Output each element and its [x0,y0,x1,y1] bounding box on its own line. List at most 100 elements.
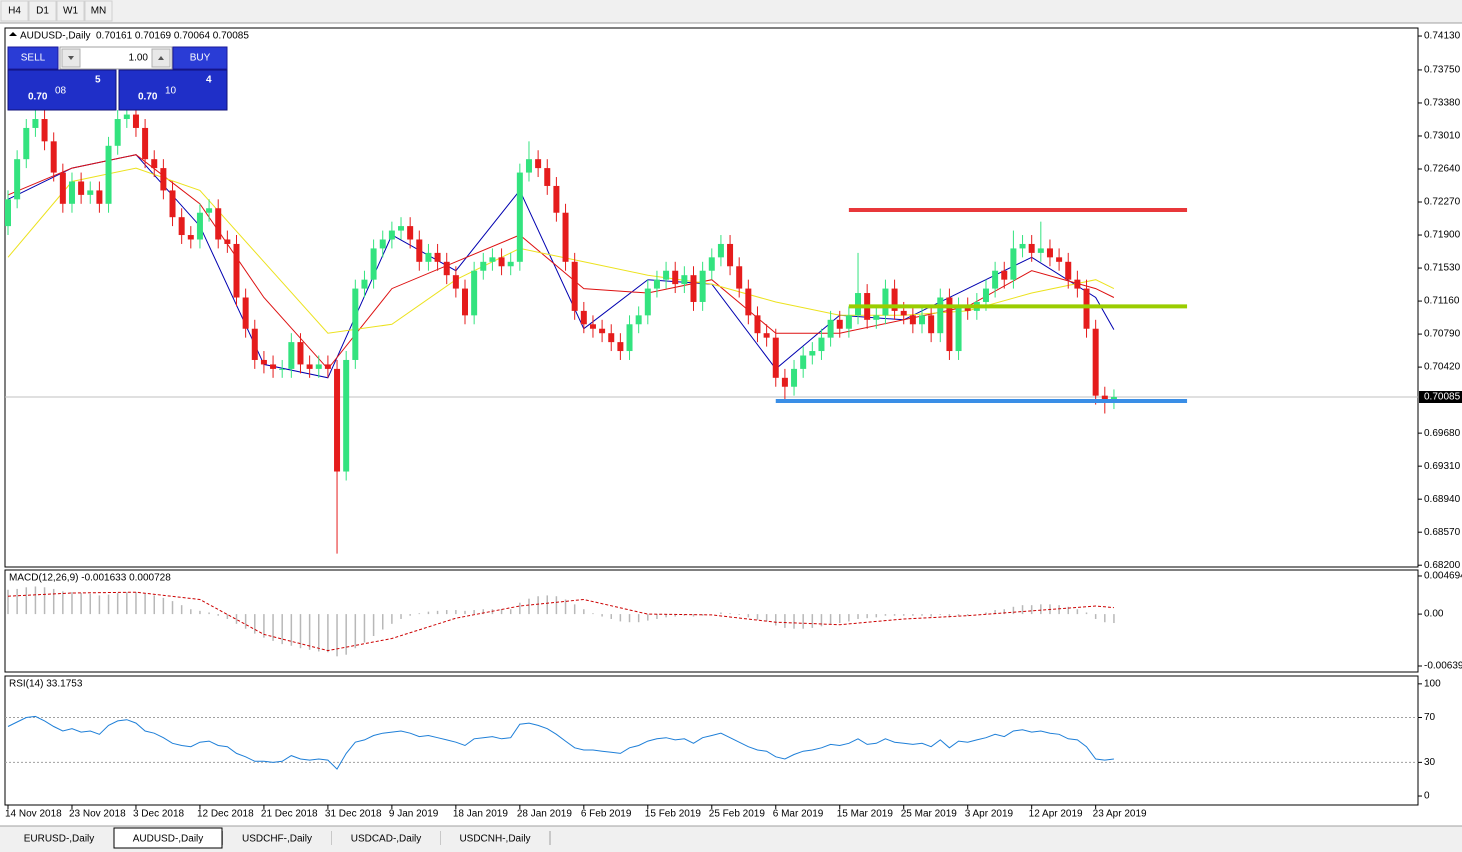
candle-body [855,293,862,316]
y-tick-label: 0.71900 [1424,230,1461,241]
down-arrow [68,56,74,60]
lot-value[interactable]: 1.00 [129,53,149,64]
candle-body [772,337,779,378]
candle-body [891,288,898,311]
candle-body [900,310,907,316]
candle-body [334,368,341,472]
y-tick-label: 100 [1424,678,1441,689]
candle-body [507,261,514,267]
x-tick-label: 23 Apr 2019 [1093,809,1147,820]
candle-body [525,159,532,173]
candle-body [589,324,596,329]
x-tick-label: 6 Mar 2019 [773,809,824,820]
timeframe-button[interactable] [28,0,57,22]
candle-body [663,270,670,280]
candle-body [690,275,697,302]
sell-label[interactable]: SELL [21,53,46,64]
y-tick-label: 30 [1424,757,1436,768]
candle-body [206,208,213,213]
candle-body [580,310,587,325]
candle-body [398,226,405,231]
candle-body [544,168,551,186]
tab[interactable] [441,828,549,848]
chart-ohlc: 0.70161 0.70169 0.70064 0.70085 [96,31,249,42]
tab-label[interactable]: USDCAD-,Daily [351,834,422,845]
candle-body [123,114,130,120]
y-tick-label: 0.004694 [1424,571,1462,582]
candle-body [388,230,395,240]
x-tick-label: 9 Jan 2019 [389,809,439,820]
x-tick-label: 31 Dec 2018 [325,809,382,820]
y-tick-label: 0.70790 [1424,329,1461,340]
timeframe-label[interactable]: H4 [8,6,21,17]
y-tick-label: 0.73750 [1424,65,1461,76]
y-tick-label: 0 [1424,791,1430,802]
timeframe-button[interactable] [56,0,85,22]
candle-body [279,368,286,370]
candle-body [699,270,706,302]
candle-body [352,288,359,360]
tab-label[interactable]: EURUSD-,Daily [24,834,95,845]
buy-button[interactable] [172,46,228,70]
ask-big: 0.70 [138,92,158,103]
candle-body [809,351,816,356]
candle-body [919,315,925,325]
timeframe-label[interactable]: W1 [63,6,78,17]
macd-signal [7,591,1114,652]
bid-box[interactable] [7,69,117,111]
rsi-line [7,715,1114,770]
candle-body [644,288,651,316]
sell-button[interactable] [7,46,59,70]
candle-body [818,337,825,352]
candle-body [105,145,112,204]
candle-body [160,168,167,191]
candle-body [800,355,807,369]
candle-body [270,364,277,369]
timeframe-button[interactable] [0,0,29,22]
tab[interactable] [223,828,331,848]
macd-panel [4,569,1419,673]
timeframe-label[interactable]: MN [91,6,107,17]
x-tick-label: 3 Apr 2019 [965,809,1014,820]
candle-body [516,172,523,262]
candle-body [1092,328,1099,396]
candle-body [224,239,231,244]
timeframe-label[interactable]: D1 [36,6,49,17]
candle-body [242,297,249,329]
lot-input[interactable] [59,46,173,70]
candle-body [599,328,606,334]
y-tick-label: 0.73010 [1424,131,1461,142]
y-tick-label: 0.71530 [1424,263,1461,274]
candle-body [14,159,21,200]
candle-body [41,119,48,142]
x-tick-label: 25 Feb 2019 [709,809,766,820]
candle-body [169,190,176,218]
candle-body [754,315,761,334]
y-tick-label: 0.68940 [1424,494,1461,505]
x-tick-label: 12 Dec 2018 [197,809,254,820]
tab-label[interactable]: AUDUSD-,Daily [133,834,204,845]
tab-label[interactable]: USDCHF-,Daily [242,834,312,845]
y-tick-label: -0.00639 [1424,661,1462,672]
tab[interactable] [332,828,440,848]
candle-body [142,127,149,160]
chart-title: AUDUSD-,Daily [20,31,91,42]
current-price-label: 0.70085 [1424,392,1461,403]
candle-body [955,306,962,352]
candle-body [324,364,331,369]
candle-body [827,319,834,338]
tab[interactable] [113,827,223,849]
buy-label[interactable]: BUY [190,53,211,64]
candle-body [1019,243,1026,249]
candle-body [196,212,203,240]
tab-label[interactable]: USDCNH-,Daily [459,834,530,845]
timeframe-button[interactable] [84,0,113,22]
y-tick-label: 0.70420 [1424,362,1461,373]
ask-box[interactable] [118,69,228,111]
tab[interactable] [5,828,113,848]
x-tick-label: 23 Nov 2018 [69,809,126,820]
candle-body [1074,279,1081,289]
y-tick-label: 0.71160 [1424,296,1460,307]
candle-body [708,257,715,271]
